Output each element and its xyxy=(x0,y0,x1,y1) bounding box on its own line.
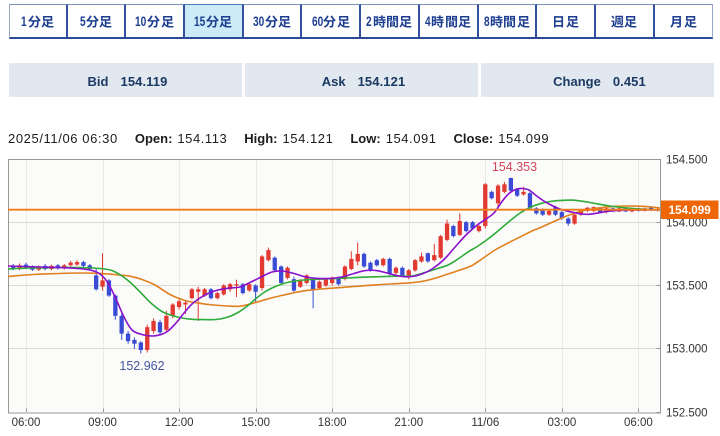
svg-text:11/06: 11/06 xyxy=(471,417,499,429)
svg-text:21:00: 21:00 xyxy=(394,417,423,429)
svg-text:06:00: 06:00 xyxy=(12,417,41,429)
svg-text:154.099: 154.099 xyxy=(669,204,712,217)
svg-text:152.962: 152.962 xyxy=(119,359,164,373)
svg-text:18:00: 18:00 xyxy=(318,417,347,429)
svg-text:15:00: 15:00 xyxy=(241,417,270,429)
svg-text:03:00: 03:00 xyxy=(548,417,577,429)
svg-text:152.500: 152.500 xyxy=(666,407,708,419)
svg-text:154.353: 154.353 xyxy=(492,160,537,174)
svg-text:154.000: 154.000 xyxy=(666,217,708,229)
svg-text:12:00: 12:00 xyxy=(165,417,194,429)
svg-text:09:00: 09:00 xyxy=(88,417,117,429)
svg-text:153.500: 153.500 xyxy=(666,280,708,292)
svg-text:06:00: 06:00 xyxy=(624,417,653,429)
svg-text:154.500: 154.500 xyxy=(666,154,708,166)
svg-text:153.000: 153.000 xyxy=(666,343,708,355)
